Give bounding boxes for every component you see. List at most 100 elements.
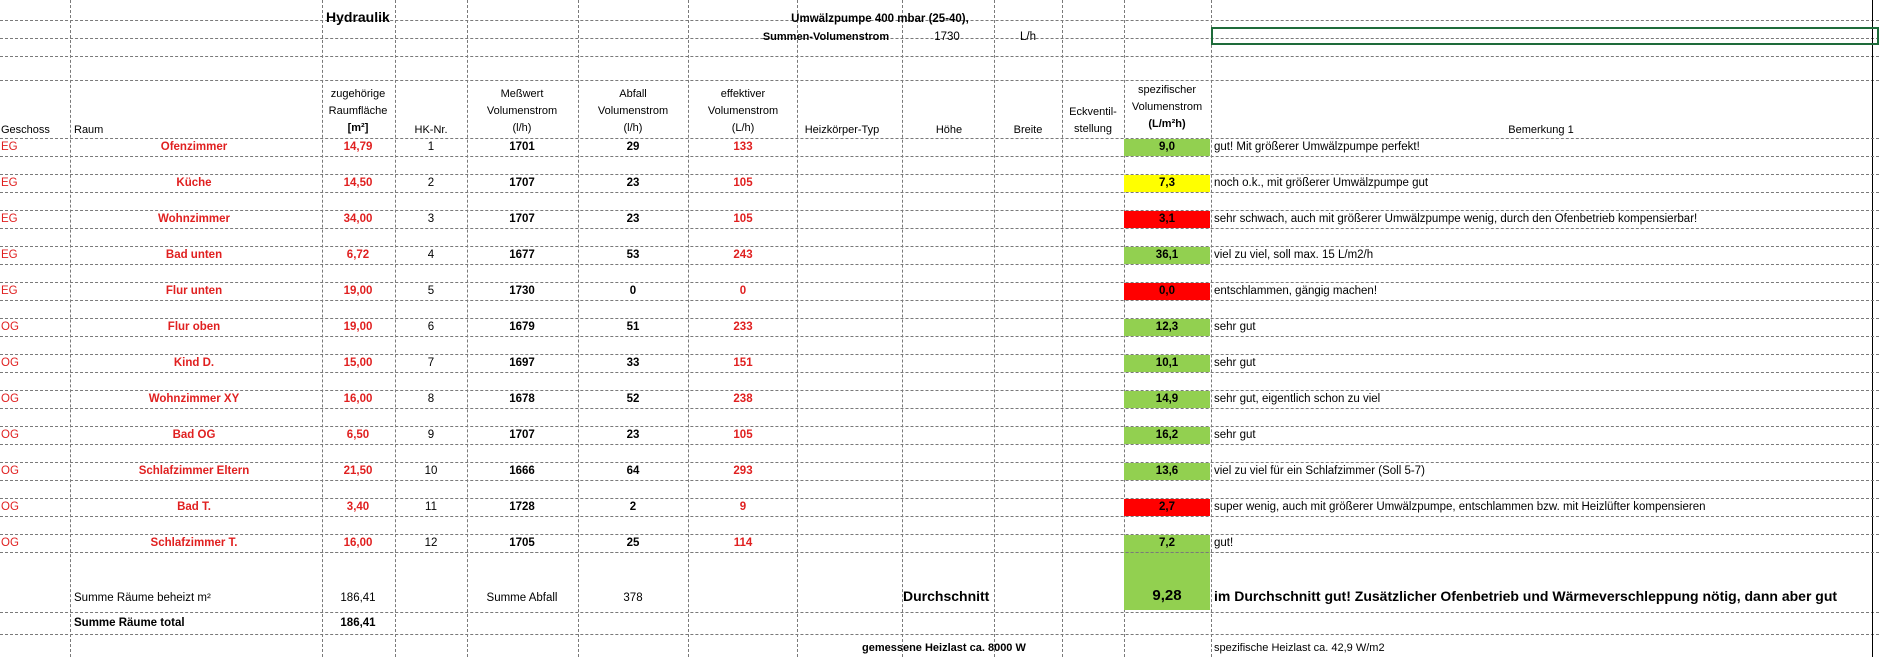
cell-raum[interactable]: Bad unten: [165, 249, 223, 261]
cell-hk[interactable]: 4: [427, 249, 435, 261]
cell-effektiv[interactable]: 9: [739, 501, 747, 513]
cell-abfall[interactable]: 51: [626, 321, 640, 333]
cell-raum[interactable]: Wohnzimmer XY: [148, 393, 240, 405]
cell-flaeche[interactable]: 19,00: [343, 321, 373, 333]
cell-geschoss[interactable]: EG: [1, 285, 18, 297]
cell-raum[interactable]: Schlafzimmer T.: [150, 537, 238, 549]
cell-raum[interactable]: Küche: [176, 177, 212, 189]
cell-raum[interactable]: Wohnzimmer: [158, 213, 230, 225]
cell-hk[interactable]: 6: [427, 321, 435, 333]
cell-flaeche[interactable]: 34,00: [343, 213, 373, 225]
cell-bemerkung[interactable]: viel zu viel, soll max. 15 L/m2/h: [1214, 249, 1374, 261]
cell-raum[interactable]: Flur oben: [167, 321, 221, 333]
cell-raum[interactable]: Schlafzimmer Eltern: [138, 465, 250, 477]
cell-bemerkung[interactable]: sehr gut: [1214, 321, 1256, 333]
cell-hk[interactable]: 5: [427, 285, 435, 297]
cell-spez[interactable]: 2,7: [1159, 501, 1175, 513]
cell-messwert[interactable]: 1678: [509, 393, 535, 405]
cell-abfall[interactable]: 52: [626, 393, 640, 405]
cell-messwert[interactable]: 1707: [509, 429, 535, 441]
cell-hk[interactable]: 8: [427, 393, 435, 405]
cell-effektiv[interactable]: 293: [733, 465, 753, 477]
cell-flaeche[interactable]: 6,72: [346, 249, 370, 261]
cell-hk[interactable]: 11: [425, 501, 437, 513]
cell-hk[interactable]: 12: [424, 537, 438, 549]
cell-effektiv[interactable]: 133: [733, 141, 753, 153]
cell-spez[interactable]: 16,2: [1155, 429, 1179, 441]
cell-raum[interactable]: Kind D.: [173, 357, 215, 369]
cell-geschoss[interactable]: EG: [1, 213, 18, 225]
cell-bemerkung[interactable]: sehr schwach, auch mit größerer Umwälzpu…: [1214, 213, 1698, 225]
cell-flaeche[interactable]: 14,50: [343, 177, 373, 189]
cell-spez[interactable]: 10,1: [1155, 357, 1179, 369]
cell-geschoss[interactable]: OG: [1, 357, 19, 369]
cell-raum[interactable]: Flur unten: [165, 285, 223, 297]
selected-cell[interactable]: [1211, 27, 1879, 45]
cell-bemerkung[interactable]: entschlammen, gängig machen!: [1214, 285, 1378, 297]
cell-spez[interactable]: 9,0: [1159, 141, 1175, 153]
cell-bemerkung[interactable]: sehr gut: [1214, 429, 1256, 441]
cell-geschoss[interactable]: OG: [1, 537, 19, 549]
cell-flaeche[interactable]: 15,00: [343, 357, 373, 369]
cell-messwert[interactable]: 1707: [509, 177, 535, 189]
cell-geschoss[interactable]: EG: [1, 177, 18, 189]
cell-effektiv[interactable]: 233: [733, 321, 753, 333]
cell-messwert[interactable]: 1728: [509, 501, 535, 513]
cell-messwert[interactable]: 1666: [509, 465, 535, 477]
cell-bemerkung[interactable]: gut! Mit größerer Umwälzpumpe perfekt!: [1214, 141, 1420, 153]
cell-bemerkung[interactable]: sehr gut: [1214, 357, 1256, 369]
cell-abfall[interactable]: 64: [626, 465, 640, 477]
cell-abfall[interactable]: 23: [626, 213, 640, 225]
cell-raum[interactable]: Bad OG: [172, 429, 216, 441]
cell-flaeche[interactable]: 16,00: [343, 393, 373, 405]
cell-spez[interactable]: 0,0: [1159, 285, 1175, 297]
cell-abfall[interactable]: 23: [626, 429, 640, 441]
cell-abfall[interactable]: 0: [629, 285, 637, 297]
cell-bemerkung[interactable]: gut!: [1214, 537, 1234, 549]
cell-spez[interactable]: 13,6: [1155, 465, 1179, 477]
cell-geschoss[interactable]: EG: [1, 249, 18, 261]
cell-hk[interactable]: 3: [427, 213, 435, 225]
cell-effektiv[interactable]: 0: [739, 285, 747, 297]
cell-abfall[interactable]: 53: [626, 249, 640, 261]
cell-hk[interactable]: 7: [427, 357, 435, 369]
cell-spez[interactable]: 7,3: [1159, 177, 1175, 189]
cell-messwert[interactable]: 1705: [509, 537, 535, 549]
cell-effektiv[interactable]: 105: [733, 429, 753, 441]
cell-flaeche[interactable]: 6,50: [346, 429, 370, 441]
cell-messwert[interactable]: 1677: [509, 249, 535, 261]
cell-geschoss[interactable]: OG: [1, 465, 19, 477]
cell-geschoss[interactable]: EG: [1, 141, 18, 153]
cell-spez[interactable]: 3,1: [1159, 213, 1175, 225]
cell-abfall[interactable]: 33: [626, 357, 640, 369]
cell-effektiv[interactable]: 105: [733, 213, 753, 225]
cell-spez[interactable]: 14,9: [1155, 393, 1179, 405]
cell-messwert[interactable]: 1707: [509, 213, 535, 225]
cell-messwert[interactable]: 1697: [509, 357, 535, 369]
cell-flaeche[interactable]: 14,79: [343, 141, 373, 153]
cell-effektiv[interactable]: 105: [733, 177, 753, 189]
cell-spez[interactable]: 36,1: [1155, 249, 1179, 261]
cell-geschoss[interactable]: OG: [1, 429, 19, 441]
cell-effektiv[interactable]: 151: [733, 357, 753, 369]
cell-geschoss[interactable]: OG: [1, 393, 19, 405]
cell-hk[interactable]: 9: [427, 429, 435, 441]
cell-geschoss[interactable]: OG: [1, 321, 19, 333]
cell-messwert[interactable]: 1679: [509, 321, 535, 333]
cell-geschoss[interactable]: OG: [1, 501, 19, 513]
cell-hk[interactable]: 2: [427, 177, 435, 189]
cell-raum[interactable]: Ofenzimmer: [160, 141, 228, 153]
cell-effektiv[interactable]: 114: [733, 537, 753, 549]
cell-spez[interactable]: 12,3: [1155, 321, 1179, 333]
cell-flaeche[interactable]: 3,40: [346, 501, 370, 513]
cell-abfall[interactable]: 23: [626, 177, 640, 189]
cell-bemerkung[interactable]: sehr gut, eigentlich schon zu viel: [1214, 393, 1381, 405]
cell-spez[interactable]: 7,2: [1159, 537, 1175, 549]
cell-raum[interactable]: Bad T.: [177, 501, 211, 513]
cell-abfall[interactable]: 29: [626, 141, 640, 153]
cell-abfall[interactable]: 25: [626, 537, 640, 549]
cell-flaeche[interactable]: 19,00: [343, 285, 373, 297]
cell-effektiv[interactable]: 238: [733, 393, 753, 405]
cell-hk[interactable]: 10: [424, 465, 438, 477]
